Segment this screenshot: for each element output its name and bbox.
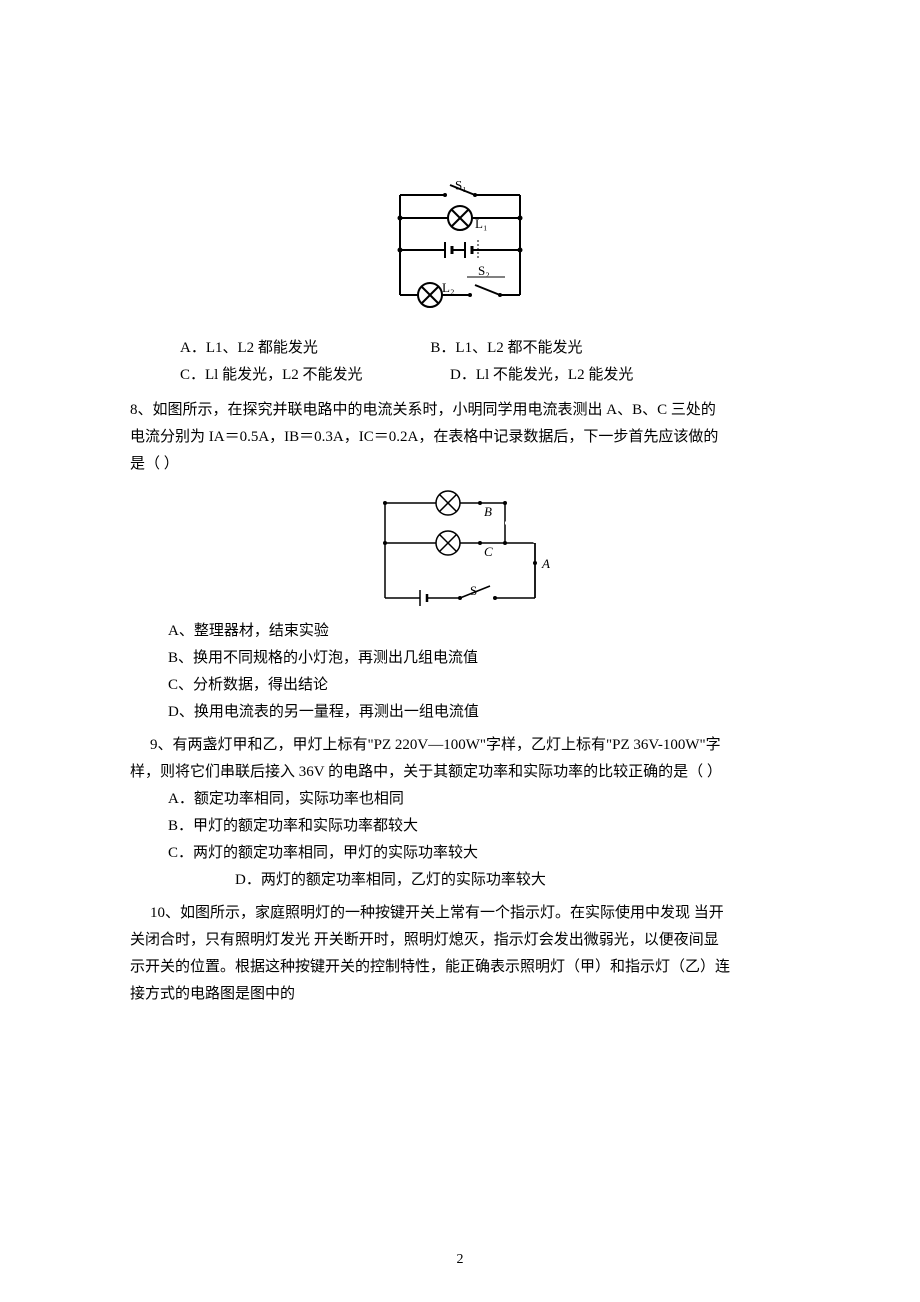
q8-circuit-diagram: B C A S xyxy=(130,483,790,613)
q10-intro: 10、如图所示，家庭照明灯的一种按键开关上常有一个指示灯。在实际使用中发现 当开 xyxy=(150,900,790,927)
svg-text:C: C xyxy=(484,544,493,559)
q8-intro-line3: 是（ ） xyxy=(130,451,790,478)
q8-intro-line1: 8、如图所示，在探究并联电路中的电流关系时，小明同学用电流表测出 A、B、C 三… xyxy=(130,397,790,424)
q9-opt-d: D．两灯的额定功率相同，乙灯的实际功率较大 xyxy=(235,867,790,894)
q7-circuit-svg: S₁ L₁ L₂ xyxy=(360,180,560,320)
q10-intro-line3: 示开关的位置。根据这种按键开关的控制特性，能正确表示照明灯（甲）和指示灯（乙）连 xyxy=(130,954,790,981)
svg-text:A: A xyxy=(541,556,550,571)
q8-intro-line2: 电流分别为 IA＝0.5A，IB＝0.3A，IC＝0.2A，在表格中记录数据后，… xyxy=(130,424,790,451)
q10-intro-line1: 10、如图所示，家庭照明灯的一种按键开关上常有一个指示灯。在实际使用中发现 当开 xyxy=(150,905,724,921)
q9-opt-b: B．甲灯的额定功率和实际功率都较大 xyxy=(168,813,790,840)
q8-opt-b: B、换用不同规格的小灯泡，再测出几组电流值 xyxy=(168,645,790,672)
q8-opt-c: C、分析数据，得出结论 xyxy=(168,672,790,699)
q7-opt-d: D．Ll 不能发光，L2 能发光 xyxy=(450,367,633,383)
q9-intro-line2: 样，则将它们串联后接入 36V 的电路中，关于其额定功率和实际功率的比较正确的是… xyxy=(130,759,790,786)
q8-opt-d: D、换用电流表的另一量程，再测出一组电流值 xyxy=(168,699,790,726)
svg-text:L₂: L₂ xyxy=(442,280,454,295)
q10-intro-line2: 关闭合时，只有照明灯发光 开关断开时，照明灯熄灭，指示灯会发出微弱光，以便夜间显 xyxy=(130,927,790,954)
q8-intro: 8、如图所示，在探究并联电路中的电流关系时，小明同学用电流表测出 A、B、C 三… xyxy=(130,397,790,478)
q7-opt-a: A．L1、L2 都能发光 xyxy=(180,340,318,356)
page-number: 2 xyxy=(457,1247,464,1272)
svg-text:L₁: L₁ xyxy=(475,216,487,231)
q7-circuit-diagram: S₁ L₁ L₂ xyxy=(130,180,790,320)
q9-opt-c: C．两灯的额定功率相同，甲灯的实际功率较大 xyxy=(168,840,790,867)
q10-intro-line4: 接方式的电路图是图中的 xyxy=(130,981,790,1008)
q8-circuit-svg: B C A S xyxy=(360,483,560,613)
q8-opt-a: A、整理器材，结束实验 xyxy=(168,618,790,645)
q9-opt-a: A．额定功率相同，实际功率也相同 xyxy=(168,786,790,813)
q9-intro-line1: 9、有两盏灯甲和乙，甲灯上标有"PZ 220V—100W"字样，乙灯上标有"PZ… xyxy=(150,737,721,753)
svg-text:S₂: S₂ xyxy=(478,263,490,278)
q7-options-row2: C．Ll 能发光，L2 不能发光 D．Ll 不能发光，L2 能发光 xyxy=(180,362,790,389)
svg-text:S₁: S₁ xyxy=(455,180,467,193)
svg-text:B: B xyxy=(484,504,492,519)
q9-intro: 9、有两盏灯甲和乙，甲灯上标有"PZ 220V—100W"字样，乙灯上标有"PZ… xyxy=(150,732,790,759)
q7-options-row1: A．L1、L2 都能发光 B．L1、L2 都不能发光 xyxy=(180,335,790,362)
svg-text:S: S xyxy=(470,583,477,598)
q7-opt-c: C．Ll 能发光，L2 不能发光 xyxy=(180,367,363,383)
q7-opt-b: B．L1、L2 都不能发光 xyxy=(430,340,582,356)
